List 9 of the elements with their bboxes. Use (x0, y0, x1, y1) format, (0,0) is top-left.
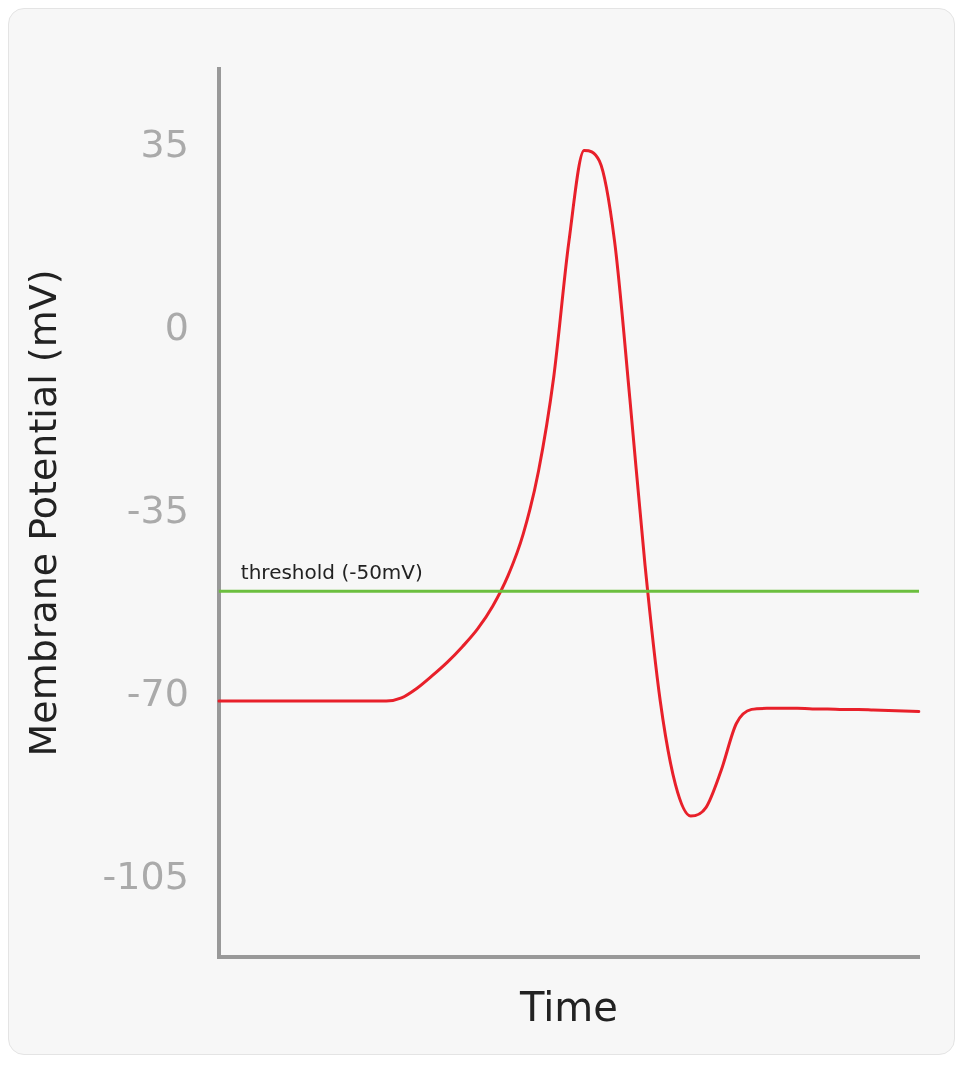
ref-line-label: threshold (-50mV) (240, 559, 423, 584)
y-tick-label: 0 (164, 305, 189, 350)
x-axis-title: Time (518, 984, 618, 1031)
y-tick-label: -35 (126, 487, 189, 532)
y-tick-label: -70 (126, 670, 189, 715)
y-axis-title: Membrane Potential (mV) (20, 269, 65, 757)
y-tick-label: -105 (102, 853, 189, 898)
line-series (217, 148, 921, 818)
y-tick-label: 35 (140, 122, 189, 167)
